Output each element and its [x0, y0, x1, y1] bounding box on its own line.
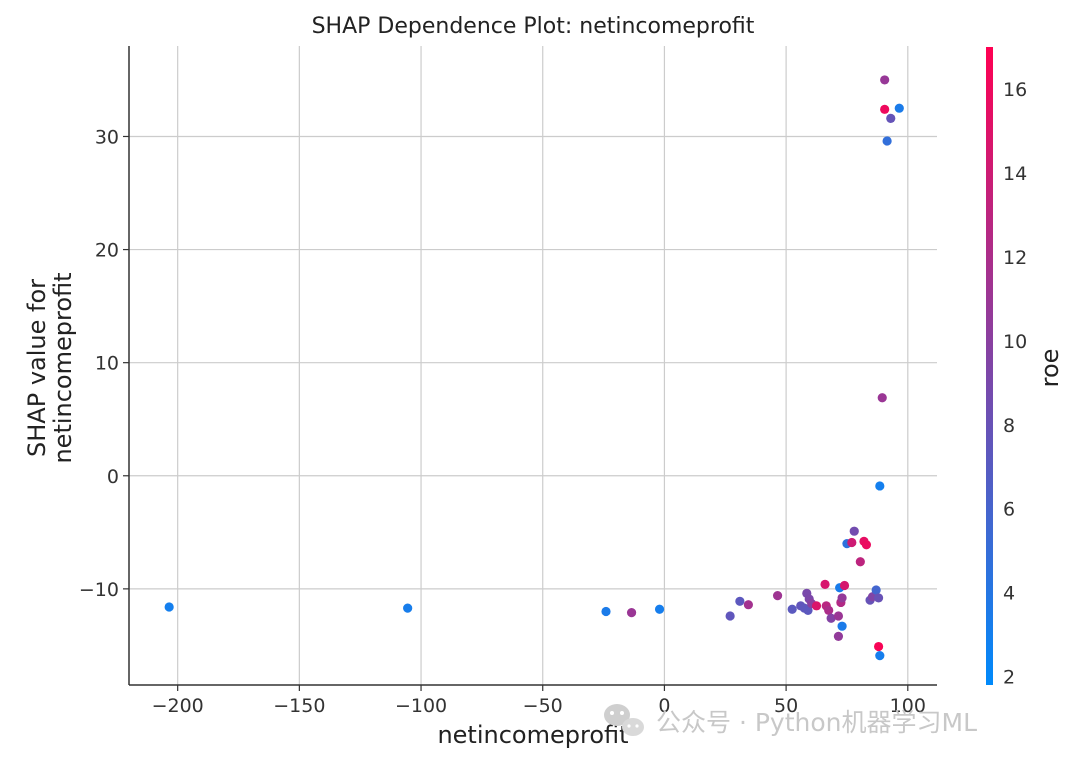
watermark: 公众号 · Python机器学习ML	[604, 704, 977, 737]
scatter-point	[882, 136, 892, 146]
colorbar-tick-label: 4	[1003, 583, 1015, 605]
y-axis-label: SHAP value for netincomeprofit	[23, 272, 77, 463]
y-tick-label: 30	[95, 126, 119, 148]
x-tick-label: 50	[774, 695, 798, 717]
colorbar-label: roe	[1036, 349, 1064, 388]
y-tick-label: −10	[79, 579, 119, 601]
scatter-point	[875, 650, 885, 661]
colorbar-tick-label: 12	[1003, 247, 1027, 269]
scatter-point	[743, 600, 753, 610]
scatter-point	[837, 621, 847, 631]
scatter-point	[886, 113, 896, 123]
x-tick-label: −200	[152, 695, 204, 717]
colorbar	[986, 47, 993, 685]
wechat-icon	[604, 704, 644, 736]
x-tick-label: −150	[273, 695, 325, 717]
scatter-point	[833, 631, 844, 641]
scatter-point	[855, 557, 865, 567]
colorbar-tick-label: 16	[1003, 79, 1027, 101]
y-axis-label-line-2: netincomeprofit	[49, 272, 77, 463]
scatter-point	[861, 540, 872, 550]
scatter-point	[826, 613, 836, 623]
y-tick-label: 10	[95, 353, 119, 375]
scatter-point	[871, 585, 881, 595]
colorbar-tick-label: 14	[1003, 163, 1027, 185]
scatter-point	[873, 593, 884, 603]
y-ticks: −10 0 10 20 30	[79, 126, 129, 601]
scatter-point	[877, 393, 887, 403]
colorbar-tick-label: 2	[1003, 667, 1015, 689]
scatter-point	[875, 481, 885, 491]
x-axis-label: netincomeprofit	[437, 721, 628, 749]
scatter-point	[403, 603, 413, 613]
scatter-point	[880, 75, 890, 85]
scatter-point	[654, 604, 665, 614]
scatter-point	[837, 593, 847, 603]
data-points	[164, 75, 904, 661]
scatter-point	[873, 641, 884, 652]
x-tick-label: −100	[395, 695, 447, 717]
scatter-point	[803, 605, 813, 615]
x-tick-label: 0	[658, 695, 670, 717]
colorbar-ticks: 2 4 6 8 10 12 14 16	[1003, 79, 1027, 689]
chart-title: SHAP Dependence Plot: netincomeprofit	[312, 14, 755, 39]
colorbar-tick-label: 8	[1003, 415, 1015, 437]
scatter-point	[735, 596, 745, 606]
scatter-point	[833, 611, 844, 621]
scatter-point	[601, 606, 611, 617]
scatter-point	[626, 608, 637, 618]
scatter-point	[847, 537, 857, 548]
scatter-point	[820, 579, 830, 589]
x-ticks: −200 −150 −100 −50 0 50 100	[152, 685, 926, 717]
scatter-point	[880, 104, 890, 114]
scatter-point	[725, 611, 735, 621]
scatter-point	[849, 526, 859, 536]
scatter-point	[772, 591, 783, 601]
scatter-point	[164, 602, 174, 612]
colorbar-tick-label: 6	[1003, 499, 1015, 521]
scatter-point	[811, 601, 822, 611]
scatter-point	[824, 605, 834, 615]
grid-lines	[129, 46, 937, 685]
watermark-text: 公众号 · Python机器学习ML	[656, 708, 977, 737]
scatter-point	[839, 580, 850, 591]
y-axis-label-line-1: SHAP value for	[23, 279, 51, 457]
y-tick-label: 20	[95, 240, 119, 262]
y-tick-label: 0	[107, 466, 119, 488]
colorbar-tick-label: 10	[1003, 331, 1027, 353]
x-tick-label: 100	[890, 695, 926, 717]
scatter-point	[787, 604, 797, 614]
x-tick-label: −50	[523, 695, 563, 717]
scatter-point	[894, 103, 904, 113]
